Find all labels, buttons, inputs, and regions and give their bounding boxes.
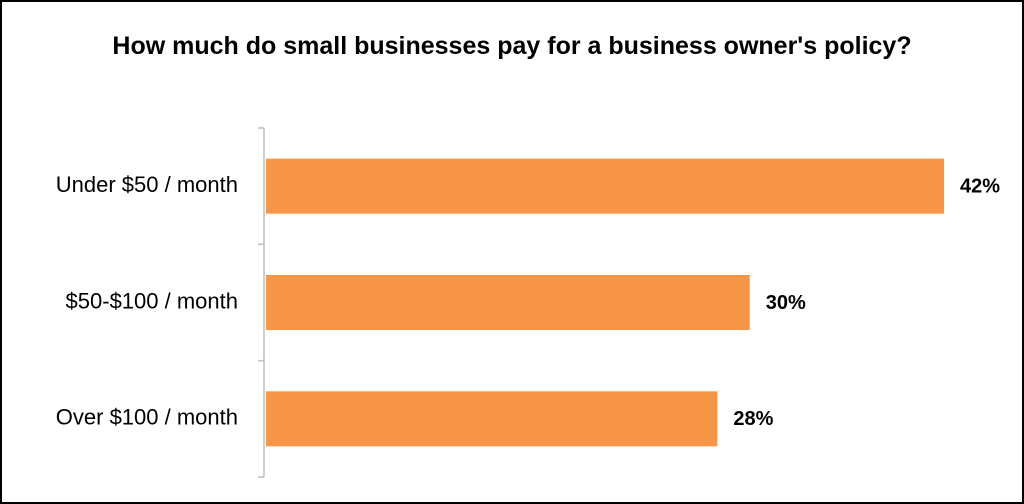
value-label: 42%	[960, 175, 1000, 197]
bar	[266, 391, 718, 447]
bar	[266, 158, 944, 214]
category-label: Under $50 / month	[56, 172, 238, 197]
category-label: $50-$100 / month	[66, 288, 238, 313]
category-label: Over $100 / month	[56, 405, 238, 430]
value-label: 28%	[733, 408, 773, 430]
value-label: 30%	[766, 292, 806, 314]
chart-title: How much do small businesses pay for a b…	[112, 32, 912, 60]
bar	[266, 275, 750, 330]
